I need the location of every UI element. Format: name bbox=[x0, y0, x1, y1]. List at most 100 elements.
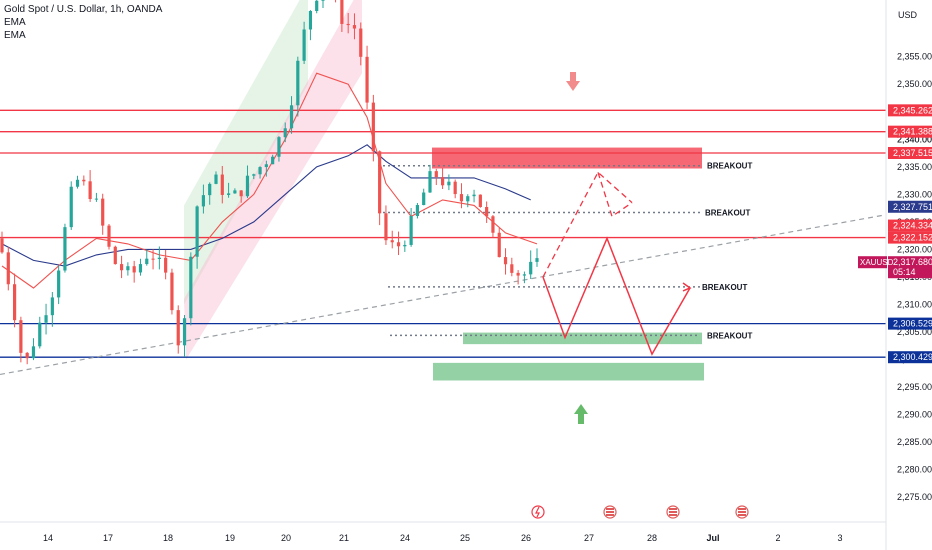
candle-body bbox=[107, 225, 111, 247]
x-tick-label: 3 bbox=[837, 533, 842, 543]
candle bbox=[258, 166, 262, 179]
candle bbox=[12, 273, 17, 328]
candle-body bbox=[119, 264, 124, 271]
candle bbox=[164, 249, 168, 280]
candle-body bbox=[126, 266, 130, 271]
candle bbox=[157, 246, 161, 270]
candle-body bbox=[132, 266, 136, 273]
candle-body bbox=[529, 261, 533, 275]
candle bbox=[365, 45, 369, 110]
x-tick-label: 14 bbox=[43, 533, 53, 543]
candle-body bbox=[233, 190, 237, 194]
candle-body bbox=[258, 167, 262, 175]
y-tick-label: 2,290.000 bbox=[897, 410, 932, 420]
svg-text:2,341.388: 2,341.388 bbox=[893, 127, 932, 137]
candle-body bbox=[283, 128, 287, 138]
candle-body bbox=[466, 196, 470, 202]
candle bbox=[119, 255, 124, 279]
candle bbox=[19, 316, 23, 363]
candle bbox=[271, 154, 275, 165]
candle-body bbox=[245, 175, 250, 197]
svg-text:2,324.334: 2,324.334 bbox=[893, 221, 932, 231]
candle bbox=[302, 21, 306, 65]
candle-body bbox=[264, 164, 268, 168]
candle-body bbox=[151, 258, 155, 260]
level-price-tag-3: 2,322.152 bbox=[888, 231, 932, 244]
flag-event-icon[interactable] bbox=[735, 505, 749, 519]
candle-body bbox=[371, 102, 375, 152]
candle bbox=[491, 215, 495, 238]
ema-indicator-2[interactable]: EMA bbox=[4, 30, 26, 41]
candle-body bbox=[378, 151, 382, 214]
x-tick-label: 20 bbox=[281, 533, 291, 543]
candle bbox=[289, 96, 294, 134]
candle bbox=[88, 170, 92, 202]
candle bbox=[472, 189, 476, 203]
candle bbox=[296, 56, 300, 117]
x-tick-label: 27 bbox=[584, 533, 594, 543]
candle-body bbox=[459, 194, 464, 202]
candle bbox=[264, 160, 268, 177]
currency-label[interactable]: USD bbox=[898, 10, 918, 20]
flag-event-icon[interactable] bbox=[603, 505, 617, 519]
candle-body bbox=[434, 171, 438, 178]
projection-arrowhead bbox=[682, 282, 692, 292]
candle-body bbox=[226, 193, 231, 195]
candle bbox=[170, 268, 174, 315]
candle-body bbox=[485, 206, 489, 217]
flag-event-icon[interactable] bbox=[666, 505, 680, 519]
candle bbox=[510, 257, 514, 277]
y-tick-label: 2,350.000 bbox=[897, 79, 932, 89]
candle-body bbox=[113, 246, 117, 265]
price-tag-0: 2,327.751 bbox=[888, 200, 932, 213]
candle-body bbox=[390, 240, 394, 243]
breakout-label-3: BREAKOUT bbox=[707, 331, 752, 340]
resistance-zone bbox=[432, 147, 702, 169]
svg-text:XAUUSD: XAUUSD bbox=[860, 258, 894, 267]
candle bbox=[535, 248, 539, 267]
candle-body bbox=[176, 310, 180, 346]
candle bbox=[447, 174, 451, 191]
candle bbox=[497, 228, 501, 258]
candle bbox=[107, 223, 111, 250]
candle-body bbox=[0, 238, 4, 253]
candle bbox=[252, 173, 256, 180]
symbol-title[interactable]: Gold Spot / U.S. Dollar, 1h, OANDA bbox=[4, 4, 163, 15]
candle-body bbox=[63, 227, 67, 271]
candle-body bbox=[516, 272, 520, 276]
up-arrow-icon bbox=[574, 404, 588, 424]
candle-body bbox=[12, 284, 17, 321]
candle bbox=[94, 192, 99, 202]
candle-body bbox=[447, 181, 451, 186]
candle bbox=[145, 249, 149, 266]
candle bbox=[478, 194, 482, 208]
svg-text:2,317.680: 2,317.680 bbox=[893, 257, 932, 267]
candle bbox=[50, 292, 54, 327]
candle bbox=[226, 182, 231, 198]
x-tick-label: 24 bbox=[400, 533, 410, 543]
candle-body bbox=[195, 206, 199, 257]
candle-body bbox=[271, 156, 275, 165]
x-tick-label: 25 bbox=[460, 533, 470, 543]
svg-text:2,300.429: 2,300.429 bbox=[893, 352, 932, 362]
candle bbox=[335, 0, 337, 3]
candle-body bbox=[145, 258, 149, 265]
candle bbox=[214, 171, 218, 185]
x-tick-label: 21 bbox=[339, 533, 349, 543]
candle-body bbox=[19, 320, 23, 353]
candle bbox=[38, 316, 42, 349]
candle-body bbox=[88, 181, 92, 200]
candle-body bbox=[352, 25, 357, 29]
y-tick-label: 2,305.000 bbox=[897, 327, 932, 337]
candle-body bbox=[31, 346, 36, 359]
candle-body bbox=[201, 195, 206, 207]
candle-body bbox=[94, 198, 99, 200]
lightning-event-icon[interactable] bbox=[531, 505, 545, 519]
rising-channel-green bbox=[184, 0, 308, 305]
candle-body bbox=[491, 216, 495, 233]
price-tag-1: 2,324.334 bbox=[888, 219, 932, 232]
ema-indicator-1[interactable]: EMA bbox=[4, 17, 26, 28]
svg-text:2,345.262: 2,345.262 bbox=[893, 105, 932, 115]
y-tick-label: 2,310.000 bbox=[897, 300, 932, 310]
